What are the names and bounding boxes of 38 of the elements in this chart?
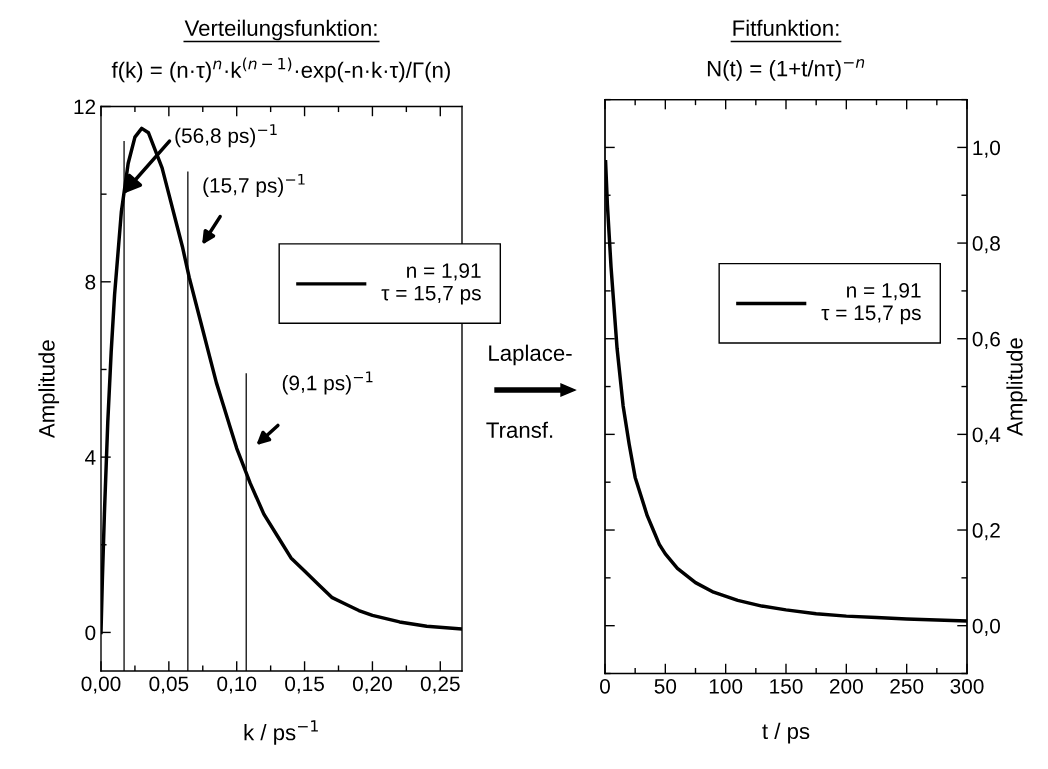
chart-subtitle: N(t) = (1+t/nτ)$^{−n}$ — [707, 59, 865, 81]
text: Laplace- — [489, 344, 572, 366]
x-axis-title: t / ps — [762, 722, 810, 744]
chart-title: Verteilungsfunktion: — [184, 19, 377, 41]
y2-tick-label: 0,0 — [972, 618, 1001, 636]
y-tick-label: 12 — [74, 99, 96, 115]
x-axis-title: k / ps$^{−1}$ — [244, 720, 318, 745]
x-tick-label: 50 — [654, 678, 677, 694]
y-tick-label: 8 — [85, 274, 96, 290]
x-tick-label: 100 — [709, 678, 743, 694]
x-tick-label: 150 — [770, 678, 803, 694]
chart-subtitle: f(k) = (n·τ)$^{n}$·k$^{(n−1)}$·exp(-n·k·τ)/Γ(n) — [111, 57, 450, 83]
annotation: (56,8 ps)$^{−1}$ — [175, 124, 277, 148]
y-tick-label: 4 — [85, 450, 96, 465]
x-tick-label: 0,05 — [149, 676, 189, 694]
y2-tick-label: 0,6 — [972, 331, 1000, 349]
x-tick-label: 300 — [950, 678, 984, 694]
y-tick-label: 0 — [85, 625, 96, 641]
x-tick-label: 0,15 — [285, 676, 324, 694]
y-axis-title: Amplitude — [38, 340, 60, 439]
legend-label: n = 1,91 τ = 15,7 ps — [821, 282, 921, 325]
y2-axis-title: Amplitude — [1006, 338, 1028, 436]
text: Transf. — [486, 421, 553, 438]
x-tick-label: 0 — [600, 678, 610, 694]
y2-tick-label: 1,0 — [973, 140, 1001, 158]
x-tick-label: 0,25 — [420, 676, 460, 694]
legend-label: n = 1,91 τ = 15,7 ps — [381, 263, 481, 305]
annotation: (15,7 ps)$^{−1}$ — [203, 173, 305, 197]
x-tick-label: 0,00 — [81, 676, 121, 694]
annotation: (9,1 ps)$^{−1}$ — [282, 371, 373, 395]
x-tick-label: 250 — [890, 678, 924, 694]
chart-title: Fitfunktion: — [733, 19, 839, 36]
x-tick-label: 0,20 — [352, 676, 392, 694]
x-tick-label: 200 — [830, 678, 863, 694]
x-tick-label: 0,10 — [217, 676, 257, 694]
y2-tick-label: 0,8 — [972, 236, 1000, 254]
y2-tick-label: 0,2 — [972, 523, 1000, 541]
y2-tick-label: 0,4 — [972, 427, 1001, 445]
